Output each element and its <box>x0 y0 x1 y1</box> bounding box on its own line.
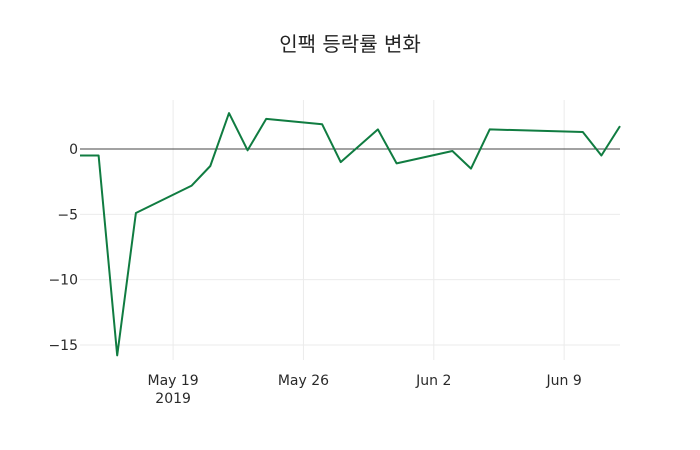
y-tick-label: −15 <box>48 338 78 354</box>
x-tick-year-label: 2019 <box>155 391 191 407</box>
gridlines <box>80 100 620 360</box>
x-tick-label: May 26 <box>278 373 329 389</box>
y-tick-label: −5 <box>57 207 78 223</box>
x-axis: May 19 2019 May 26 Jun 2 Jun 9 <box>147 373 581 407</box>
x-tick-label: May 19 <box>147 373 198 389</box>
chart-title: 인팩 등락률 변화 <box>279 32 421 56</box>
y-tick-label: −10 <box>48 273 78 289</box>
x-tick-label: Jun 2 <box>415 373 451 389</box>
series-line <box>80 112 621 357</box>
y-tick-label: 0 <box>69 142 78 158</box>
y-axis: 0 −5 −10 −15 <box>48 142 78 354</box>
x-tick-label: Jun 9 <box>546 373 582 389</box>
